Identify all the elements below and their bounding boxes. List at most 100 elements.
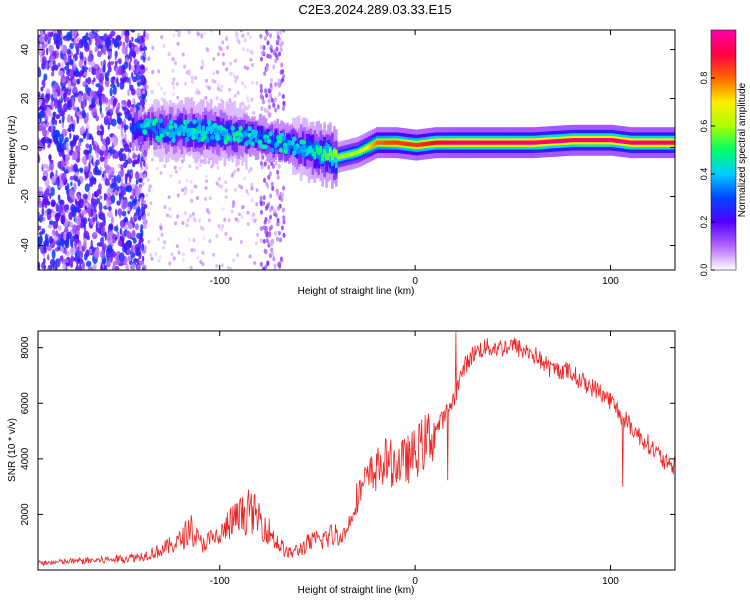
noise-blob	[66, 31, 72, 41]
ridge-cell	[641, 140, 645, 145]
noise-blob	[38, 196, 41, 204]
ridge-cell	[407, 142, 410, 147]
noise-blob	[130, 171, 134, 177]
ridge-cell	[583, 138, 586, 143]
ridge-cell	[606, 138, 610, 143]
noise-blob	[263, 35, 267, 41]
noise-blob	[136, 87, 142, 97]
ridge-cell	[659, 140, 662, 145]
ridge-cell	[403, 141, 406, 146]
noise-blob	[69, 176, 74, 181]
noise-blob	[111, 118, 117, 127]
ridge-speckle	[223, 139, 228, 145]
noise-blob	[74, 239, 78, 248]
noise-blob	[228, 97, 232, 102]
ridge-cell	[344, 153, 348, 158]
noise-blob	[126, 109, 129, 115]
ridge-cell	[532, 140, 535, 145]
noise-blob	[115, 266, 119, 270]
noise-blob	[111, 177, 114, 185]
noise-blob	[98, 96, 101, 106]
noise-blob	[118, 252, 125, 263]
noise-blob	[136, 81, 142, 87]
noise-blob	[44, 33, 48, 42]
ridge-cell	[598, 138, 602, 143]
noise-blob	[82, 112, 87, 118]
noise-blob	[58, 204, 64, 214]
noise-blob	[99, 195, 103, 200]
ridge-cell	[594, 138, 598, 143]
noise-blob	[260, 106, 264, 111]
noise-blob	[58, 237, 64, 246]
noise-blob	[127, 255, 132, 262]
noise-blob	[252, 110, 256, 115]
noise-blob	[102, 173, 105, 178]
noise-blob	[47, 143, 50, 149]
noise-blob	[123, 143, 130, 152]
ridge-cell	[170, 125, 174, 133]
noise-blob	[260, 44, 264, 50]
noise-blob	[151, 46, 155, 50]
noise-blob	[97, 39, 104, 45]
ridge-cell	[338, 154, 342, 159]
ridge-cell	[137, 121, 141, 130]
noise-blob	[85, 260, 92, 268]
noise-blob	[82, 132, 87, 140]
noise-blob	[51, 175, 56, 184]
ridge-cell	[661, 140, 664, 145]
ridge-cell	[397, 140, 401, 145]
noise-blob	[53, 64, 59, 71]
noise-blob	[85, 143, 90, 149]
noise-blob	[233, 169, 237, 174]
ridge-cell	[204, 119, 207, 136]
noise-blob	[57, 194, 61, 201]
ridge-cell	[274, 129, 277, 146]
noise-blob	[69, 68, 74, 77]
noise-blob	[141, 199, 146, 205]
noise-blob	[81, 51, 84, 61]
noise-blob	[221, 52, 225, 57]
snr-x-ticks: -100 0 100	[210, 331, 619, 587]
noise-blob	[225, 67, 229, 72]
noise-blob	[181, 221, 185, 225]
noise-blob	[221, 224, 225, 229]
ridge-cell	[378, 140, 381, 145]
noise-blob	[73, 106, 78, 111]
ridge-cell	[637, 140, 641, 145]
ridge-speckle	[283, 148, 288, 155]
noise-blob	[143, 53, 147, 58]
ridge-cell	[673, 140, 675, 145]
ridge-cell	[219, 126, 223, 143]
ridge-cell	[577, 138, 580, 143]
noise-blob	[274, 160, 278, 166]
noise-blob	[41, 137, 47, 144]
noise-blob	[190, 248, 194, 253]
noise-blob	[269, 193, 273, 199]
noise-blob	[45, 187, 50, 198]
ridge-cell	[653, 140, 657, 145]
noise-blob	[94, 46, 98, 53]
noise-blob	[111, 251, 117, 258]
noise-blob	[88, 152, 92, 162]
ridge-cell	[149, 121, 152, 130]
noise-blob	[168, 207, 172, 212]
noise-blob	[105, 136, 111, 146]
ridge-cell	[256, 133, 260, 142]
noise-blob	[125, 222, 128, 231]
ridge-cell	[370, 143, 373, 148]
noise-blob	[201, 262, 205, 267]
ridge-cell	[544, 139, 547, 144]
noise-blob	[91, 136, 94, 146]
noise-blob	[121, 100, 127, 105]
noise-blob	[272, 64, 276, 70]
noise-blob	[91, 158, 94, 165]
ridge-cell	[434, 140, 438, 145]
noise-blob	[147, 56, 151, 61]
ridge-cell	[381, 140, 385, 145]
noise-blob	[206, 84, 210, 89]
noise-blob	[82, 217, 88, 225]
ridge-cell	[469, 140, 473, 145]
noise-blob	[83, 149, 89, 156]
noise-blob	[137, 206, 141, 213]
